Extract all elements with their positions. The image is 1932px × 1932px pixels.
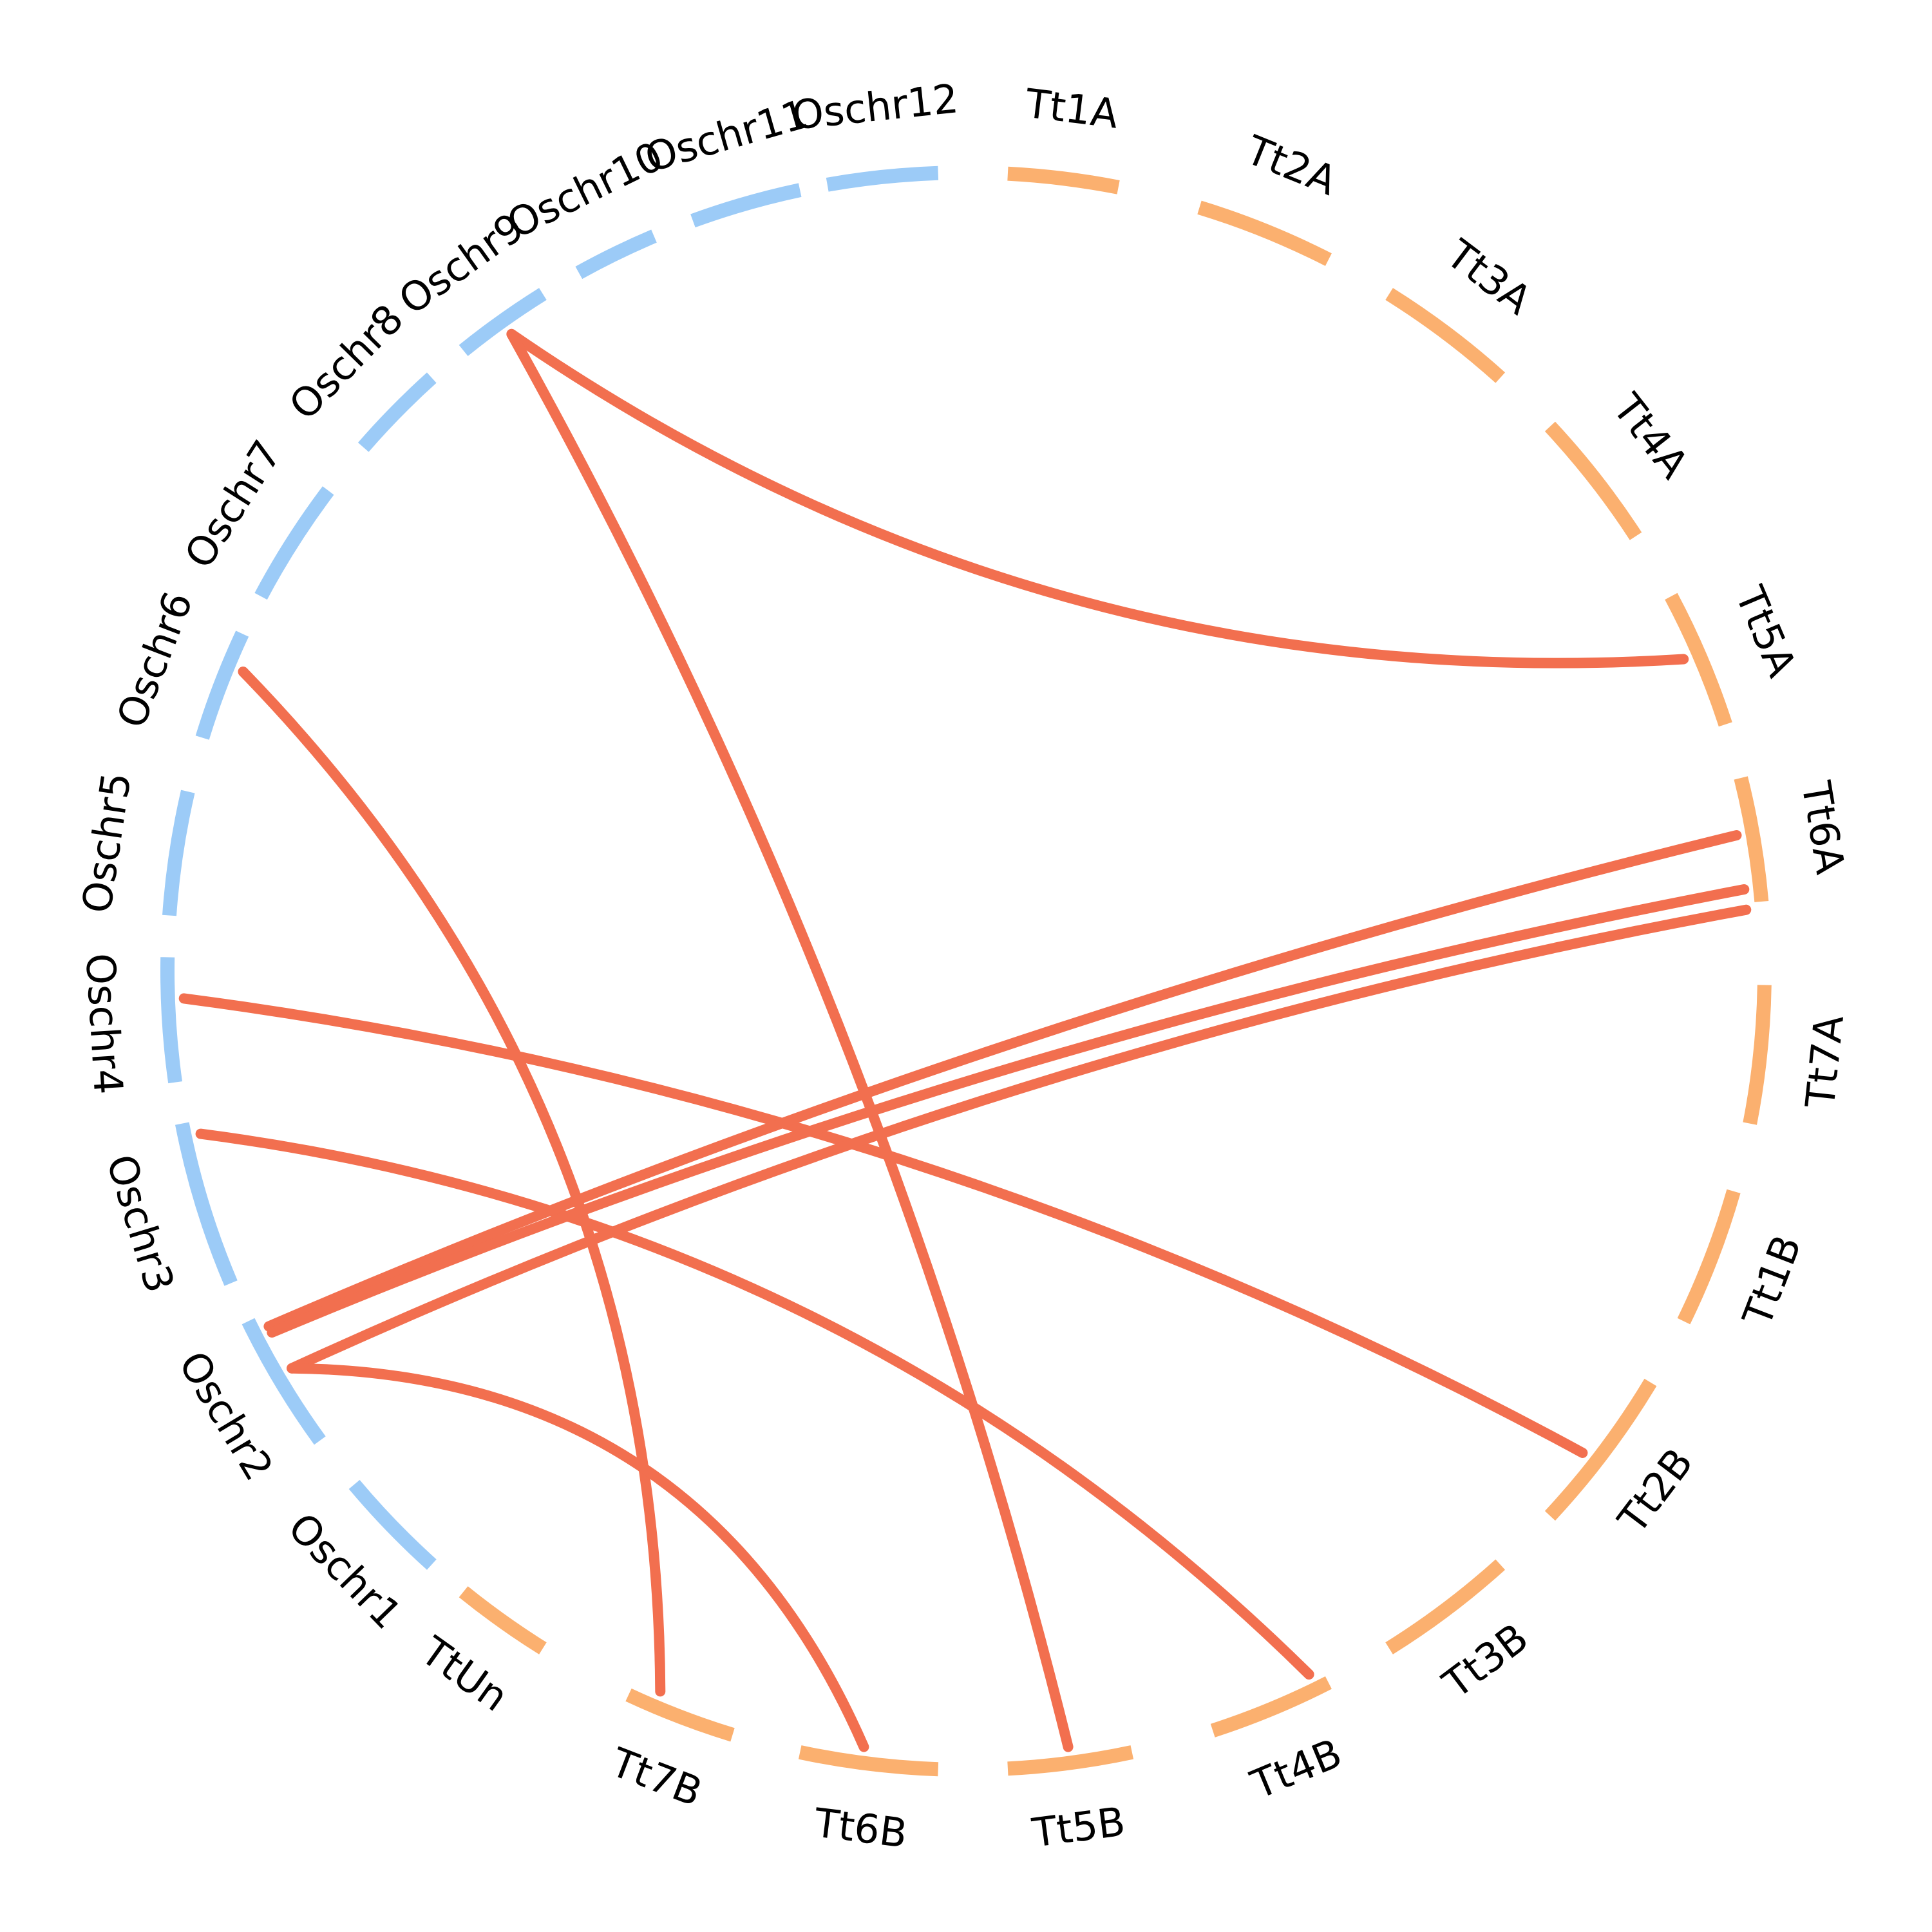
chromosome-label-oschr6: Oschr6 xyxy=(108,585,202,734)
chromosome-segment-tt2b xyxy=(1544,1378,1657,1521)
chromosome-label-oschr4: Oschr4 xyxy=(77,952,132,1095)
synteny-link-oschr4-tt2b xyxy=(178,993,1588,1458)
chromosome-segment-tt3a xyxy=(1385,288,1506,383)
chromosome-label-oschr7: Oschr7 xyxy=(175,432,290,576)
chromosome-label-tt5a: Tt5A xyxy=(1726,579,1806,683)
chromosome-label-tt2a: Tt2A xyxy=(1239,126,1343,205)
chromosome-segment-tt6a xyxy=(1734,776,1769,902)
synteny-link-oschr2-tt6a xyxy=(267,884,1750,1338)
chromosome-segment-tt7b xyxy=(625,1688,735,1742)
chromosome-ring xyxy=(160,166,1772,1777)
chromosome-segment-tt6b xyxy=(798,1745,939,1777)
chromosome-segment-tt7a xyxy=(1743,985,1772,1125)
chromosome-segment-tt4a xyxy=(1544,421,1642,540)
chromosome-label-tt6b: Tt6B xyxy=(811,1799,910,1857)
synteny-link-oschr6-tt7b xyxy=(238,667,666,1697)
chromosome-label-tt5b: Tt5B xyxy=(1029,1798,1128,1857)
chromosome-segment-oschr3 xyxy=(175,1122,238,1286)
chromosome-segment-tt2a xyxy=(1197,200,1332,267)
chromosome-label-tt1b: Tt1B xyxy=(1733,1229,1810,1333)
chromosome-segment-oschr1 xyxy=(348,1480,437,1570)
chromosome-label-tt7b: Tt7B xyxy=(604,1738,708,1815)
synteny-link-oschr2-tt6b xyxy=(287,1363,869,1752)
chromosome-segment-oschr7 xyxy=(254,486,334,600)
synteny-link-oschr2-tt6a xyxy=(263,830,1742,1332)
chromosome-segment-oschr8 xyxy=(357,372,437,452)
chromosome-segment-tt1a xyxy=(1007,166,1120,194)
synteny-link-oschr2-tt6a xyxy=(287,904,1752,1374)
chromosome-segment-tt5a xyxy=(1665,592,1732,727)
synteny-link-oschr3-tt4b xyxy=(195,1128,1314,1680)
chromosome-label-tt4a: Tt4A xyxy=(1604,384,1698,487)
chromosome-segment-tt1b xyxy=(1677,1189,1741,1325)
chromosome-segment-oschr11 xyxy=(690,183,802,228)
chromosome-label-tt6a: Tt6A xyxy=(1792,777,1854,877)
chromosome-label-tt7a: Tt7A xyxy=(1796,1013,1853,1111)
chromosome-segment-oschr2 xyxy=(242,1318,326,1445)
chromosome-segment-ttun xyxy=(459,1586,547,1654)
chromosome-segment-oschr12 xyxy=(826,166,939,192)
chromosome-segment-tt4b xyxy=(1210,1676,1332,1738)
chromosome-segment-oschr6 xyxy=(195,630,249,740)
chromosome-segment-oschr9 xyxy=(459,288,547,356)
synteny-link-oschr9-tt5a xyxy=(506,328,1689,668)
chromosome-label-tt1a: Tt1A xyxy=(1023,79,1121,137)
chromosome-segment-oschr4 xyxy=(160,957,182,1084)
chromosome-label-oschr5: Oschr5 xyxy=(73,770,140,916)
chromosome-label-tt4b: Tt4B xyxy=(1244,1729,1349,1808)
chromosome-label-tt3a: Tt3A xyxy=(1437,230,1540,324)
chromosome-segment-oschr5 xyxy=(162,790,195,916)
chromosome-segment-tt3b xyxy=(1385,1559,1506,1654)
chromosome-label-oschr11: Oschr11 xyxy=(640,90,813,182)
chromosome-segment-tt5b xyxy=(1007,1745,1134,1776)
chromosome-label-ttun: TtUn xyxy=(412,1627,517,1720)
chromosome-label-tt3b: Tt3B xyxy=(1434,1614,1537,1708)
synteny-link-oschr9-tt5b xyxy=(506,328,1074,1752)
chromosome-segment-oschr10 xyxy=(575,229,657,279)
chromosome-labels: Tt1A Tt2A Tt3A Tt4A Tt5A Tt6A Tt7A Tt1B Tt2B Tt3B… xyxy=(73,75,1854,1857)
chromosome-label-oschr12: Oschr12 xyxy=(790,75,960,139)
chromosome-label-oschr3: Oschr3 xyxy=(97,1149,184,1298)
chromosome-label-tt2b: Tt2B xyxy=(1609,1439,1703,1542)
synteny-links xyxy=(178,328,1752,1752)
